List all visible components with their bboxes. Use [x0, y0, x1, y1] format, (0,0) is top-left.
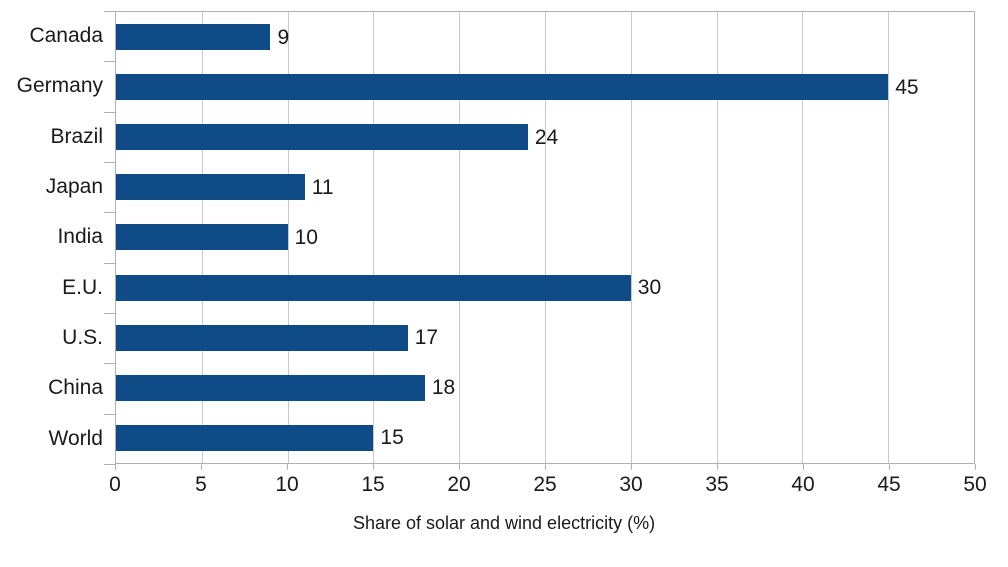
y-tick-mark [104, 212, 115, 214]
value-label: 24 [534, 125, 559, 149]
x-tick-mark [201, 464, 202, 470]
category-label: U.S. [62, 326, 103, 350]
gridline [716, 12, 718, 463]
x-tick-label: 35 [705, 473, 729, 496]
y-tick-mark [104, 11, 115, 12]
y-tick-mark [104, 464, 115, 465]
bar-brazil [116, 124, 528, 151]
y-tick-mark [104, 61, 115, 63]
value-label: 10 [294, 225, 318, 249]
category-label: Japan [45, 175, 103, 199]
bar-japan [116, 174, 305, 201]
value-label: 17 [414, 326, 439, 350]
bar-china [116, 374, 425, 401]
bar-world [116, 424, 374, 451]
gridline [373, 12, 375, 463]
x-axis-tick-labels: 0 5 10 15 20 25 30 35 40 45 50 [109, 473, 987, 499]
x-tick-mark [717, 464, 718, 470]
category-label: India [57, 225, 103, 249]
value-label: 18 [431, 376, 456, 400]
bar-eu [116, 274, 631, 301]
category-label: E.U. [62, 275, 103, 299]
bar-india [116, 224, 288, 251]
bar-germany [116, 74, 889, 101]
y-tick-mark [104, 363, 115, 365]
x-tick-mark [373, 464, 374, 470]
x-tick-mark [803, 464, 804, 470]
category-label: China [48, 376, 103, 400]
gridline [459, 12, 461, 463]
gridline [545, 12, 546, 463]
category-label: World [48, 426, 103, 450]
x-tick-mark [115, 464, 116, 470]
x-tick-label: 50 [963, 473, 987, 496]
bar-row: 15 [116, 413, 974, 463]
x-axis-title: Share of solar and wind electricity (%) [352, 513, 656, 533]
x-tick-label: 10 [275, 473, 299, 496]
bar-row: 24 [116, 112, 974, 162]
x-tick-mark [889, 464, 890, 470]
gridline [888, 12, 890, 463]
plot-area: 9 45 24 11 10 30 17 18 15 [115, 11, 975, 464]
value-label: 9 [277, 25, 290, 49]
bar-row: 17 [116, 313, 974, 363]
category-label: Canada [29, 24, 103, 48]
x-tick-label: 5 [195, 473, 207, 496]
category-label: Germany [16, 74, 103, 98]
x-tick-mark [459, 464, 460, 470]
gridline [287, 12, 289, 463]
x-tick-label: 15 [361, 473, 385, 496]
x-tick-label: 0 [109, 473, 121, 496]
bar-row: 18 [116, 363, 974, 413]
x-tick-mark [975, 464, 976, 470]
y-tick-mark [104, 413, 115, 415]
y-tick-mark [104, 111, 115, 113]
bar-row: 11 [116, 162, 974, 212]
bar-row: 10 [116, 212, 974, 262]
bar-row: 30 [116, 263, 974, 313]
x-tick-mark [545, 464, 546, 470]
gridline [802, 12, 804, 463]
x-tick-label: 30 [619, 473, 643, 496]
x-tick-label: 20 [447, 473, 471, 496]
x-tick-label: 45 [877, 473, 901, 496]
x-tick-label: 40 [791, 473, 815, 496]
value-label: 15 [380, 426, 404, 450]
x-tick-mark [631, 464, 632, 470]
category-axis: Canada Germany Brazil Japan India E.U. U.S. Chi… [0, 11, 103, 464]
x-tick-label: 25 [533, 473, 557, 496]
bar-us [116, 324, 408, 351]
bar-series: 9 45 24 11 10 30 17 18 15 [116, 12, 974, 463]
value-label: 11 [311, 175, 334, 199]
y-tick-mark [104, 262, 115, 264]
bar-row: 45 [116, 62, 974, 112]
bar-canada [116, 24, 271, 51]
bar-row: 9 [116, 12, 974, 62]
category-label: Brazil [50, 124, 103, 148]
value-label: 30 [637, 276, 662, 300]
y-tick-mark [104, 162, 115, 163]
x-tick-mark [287, 464, 288, 470]
y-tick-mark [104, 313, 115, 314]
value-label: 45 [895, 75, 919, 99]
gridline [630, 12, 632, 463]
